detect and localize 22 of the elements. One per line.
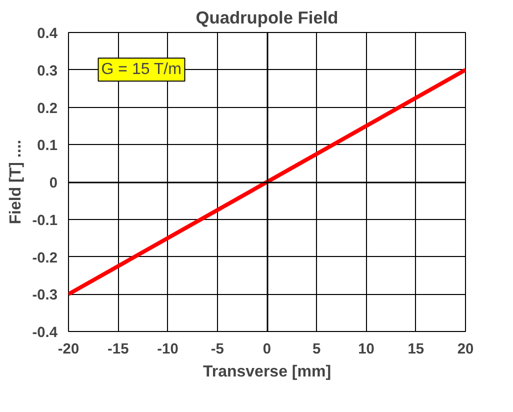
x-tick-label: -10 [157,342,178,358]
x-tick-label: 5 [312,342,321,358]
y-tick-label: 0.1 [37,138,58,154]
x-tick-label: 20 [457,342,474,358]
y-axis-title: Field [T] .... [8,140,24,224]
y-tick-label: 0.2 [37,100,58,117]
x-tick-label: 10 [358,342,374,358]
y-tick-label: -0.2 [32,250,58,266]
x-axis-title: Transverse [mm] [202,364,332,380]
y-tick-label: 0.3 [37,63,58,80]
y-tick-label: -0.3 [32,288,58,304]
x-tick-label: -5 [210,342,224,358]
chart-title: Quadrupole Field [196,8,338,28]
y-tick-label: -0.4 [32,325,58,341]
x-tick-label: -15 [108,342,129,358]
y-tick-label: 0.4 [37,26,58,42]
x-tick-label: 0 [262,342,272,358]
y-tick-label: 0 [49,176,58,192]
annotation: G = 15 T/m [101,61,182,78]
y-tick-label: -0.1 [32,212,58,229]
x-tick-label: -20 [58,342,80,358]
x-tick-label: 15 [408,342,424,358]
